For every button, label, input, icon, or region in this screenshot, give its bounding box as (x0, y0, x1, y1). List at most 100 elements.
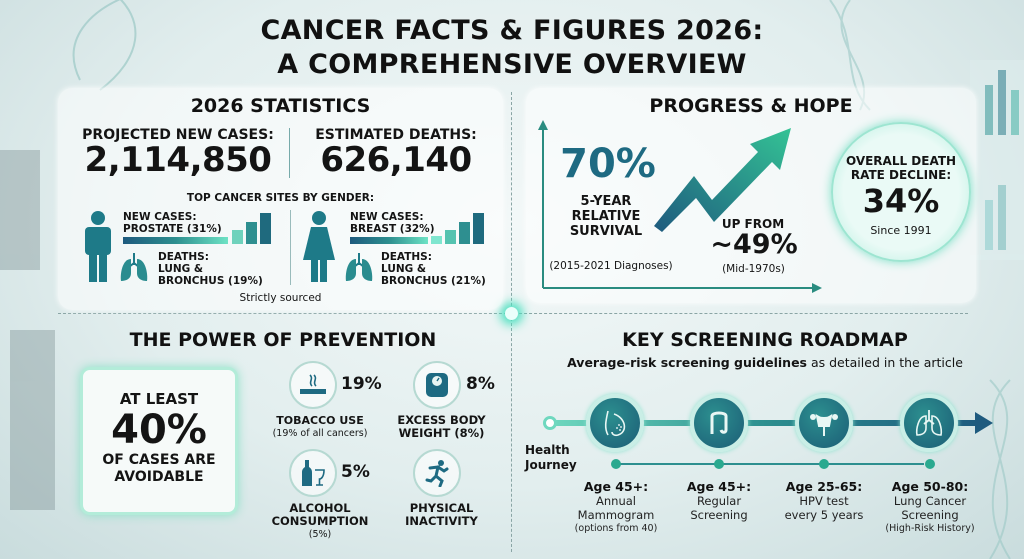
gender-separator (290, 210, 291, 285)
screening-title: KEY SCREENING ROADMAP (622, 329, 908, 351)
step-3-line-1: HPV test (799, 494, 849, 508)
new-cases-label: PROJECTED NEW CASES: (82, 127, 274, 143)
decline-since: Since 1991 (870, 224, 932, 237)
step-colon-node (690, 394, 748, 452)
tobacco-icon-circle (289, 361, 337, 409)
female-new-cases-bar (350, 237, 428, 244)
female-deaths-label: DEATHS: (381, 251, 432, 263)
statistics-title: 2026 STATISTICS (190, 95, 371, 117)
male-bar-chart-icon (230, 212, 280, 244)
step-4-line-1: Lung Cancer (893, 494, 967, 508)
weight-pct: 8% (466, 374, 495, 394)
subtitle-rest: as detailed in the article (807, 355, 963, 370)
progress-panel: PROGRESS & HOPE 70% 5-YEAR RELATIVE SURV… (526, 88, 976, 303)
step-3-line-2: every 5 years (784, 508, 864, 522)
male-new-cases-bar (123, 237, 228, 244)
step-hpv-text: Age 25-65: HPV test every 5 years (759, 479, 889, 523)
step-mammogram-text: Age 45+: Annual Mammogram (options from … (551, 480, 681, 536)
alcohol-label-2: CONSUMPTION (271, 514, 369, 528)
step-1-note: (options from 40) (574, 523, 658, 534)
survival-value: 70% (560, 141, 656, 187)
callout-line-2: OF CASES ARE (102, 452, 216, 468)
male-new-cases: NEW CASES: PROSTATE (31%) (123, 211, 222, 235)
cigarette-icon (300, 374, 326, 394)
breast-icon (604, 410, 626, 437)
decline-label: OVERALL DEATH RATE DECLINE: (833, 154, 969, 182)
microscope-icon (0, 150, 55, 510)
deaths-value: 626,140 (320, 140, 472, 180)
tobacco-sub: (19% of all cancers) (272, 428, 368, 439)
weight-label-1: EXCESS BODY (397, 413, 486, 427)
step-2-line-2: Screening (690, 508, 748, 522)
step-2-age: Age 45+: (686, 479, 752, 494)
male-new-cases-label: NEW CASES: (123, 211, 197, 223)
roadmap-arrow-icon (975, 412, 993, 434)
lungs-icon (915, 410, 943, 436)
step-colon-text: Age 45+: Regular Screening (654, 479, 784, 523)
timeline-dot-2 (714, 459, 724, 469)
activity-label: PHYSICAL INACTIVITY (384, 502, 499, 528)
timeline-dot-4 (925, 459, 935, 469)
journey-line-2: Journey (525, 458, 577, 472)
death-rate-circle: OVERALL DEATH RATE DECLINE: 34% Since 19… (831, 122, 971, 262)
tobacco-label-text: TOBACCO USE (276, 414, 364, 427)
tobacco-pct: 19% (341, 374, 382, 394)
male-deaths-site-2: BRONCHUS (19%) (158, 275, 263, 287)
activity-icon-circle (413, 449, 461, 497)
chart-screen-decoration (970, 60, 1024, 260)
center-glow-dot (505, 307, 518, 320)
health-journey-label: Health Journey (525, 443, 577, 473)
colon-icon (710, 411, 728, 434)
roadmap-line (550, 420, 980, 426)
new-cases-value: 2,114,850 (84, 140, 272, 180)
decline-line-2: RATE DECLINE: (850, 168, 952, 182)
step-1-line-1: Annual (596, 494, 636, 508)
alcohol-label: ALCOHOL CONSUMPTION (5%) (255, 502, 385, 541)
weight-label-2: WEIGHT (8%) (398, 426, 485, 440)
timeline-line (616, 463, 924, 465)
female-deaths: DEATHS: LUNG & BRONCHUS (21%) (381, 251, 486, 287)
roadmap-start-dot (543, 416, 557, 430)
step-lung-text: Age 50-80: Lung Cancer Screening (High-R… (865, 480, 995, 536)
screening-subtitle: Average-risk screening guidelines as det… (515, 355, 1015, 370)
male-deaths: DEATHS: LUNG & BRONCHUS (19%) (158, 251, 263, 287)
male-new-cases-site: PROSTATE (31%) (123, 223, 222, 235)
female-deaths-site-2: BRONCHUS (21%) (381, 275, 486, 287)
title-line-1: CANCER FACTS & FIGURES 2026: (260, 15, 764, 46)
step-1-line-2: Mammogram (577, 508, 655, 522)
vertical-divider (511, 92, 512, 552)
title-line-2: A COMPREHENSIVE OVERVIEW (277, 49, 747, 80)
survival-label: 5-YEAR RELATIVE SURVIVAL (556, 194, 656, 239)
step-3-age: Age 25-65: (785, 479, 863, 494)
survival-line-2: RELATIVE (571, 209, 641, 224)
step-hpv-node (795, 394, 853, 452)
footnote: Strictly sourced (239, 292, 322, 304)
alcohol-icon-circle (289, 449, 337, 497)
survival-period: (2015-2021 Diagnoses) (549, 260, 673, 272)
top-sites-heading: TOP CANCER SITES BY GENDER: (186, 192, 375, 204)
male-figure-icon (85, 211, 111, 282)
female-new-cases-label: NEW CASES: (350, 211, 424, 223)
up-from-label: UP FROM (721, 217, 785, 231)
callout-line-3: AVOIDABLE (114, 469, 204, 485)
callout-value: 40% (111, 407, 207, 453)
lungs-icon-male (120, 253, 148, 281)
up-from-value: ~49% (710, 229, 798, 260)
female-new-cases-site: BREAST (32%) (350, 223, 435, 235)
alcohol-pct: 5% (341, 462, 370, 482)
step-4-age: Age 50-80: (891, 479, 969, 494)
statistics-panel: 2026 STATISTICS PROJECTED NEW CASES: 2,1… (58, 88, 503, 310)
survival-line-1: 5-YEAR (580, 194, 632, 209)
timeline-dot-1 (611, 459, 621, 469)
decline-line-1: OVERALL DEATH (845, 154, 957, 168)
running-person-icon (425, 460, 449, 487)
tobacco-label: TOBACCO USE (19% of all cancers) (255, 414, 385, 440)
timeline-dot-3 (819, 459, 829, 469)
scale-icon (426, 373, 448, 397)
lungs-icon-female (345, 253, 373, 281)
alcohol-sub: (5%) (308, 529, 332, 540)
male-deaths-site-1: LUNG & (158, 263, 204, 275)
step-4-note: (High-Risk History) (885, 523, 975, 534)
activity-label-2: INACTIVITY (405, 514, 478, 528)
step-mammogram-node (586, 394, 644, 452)
